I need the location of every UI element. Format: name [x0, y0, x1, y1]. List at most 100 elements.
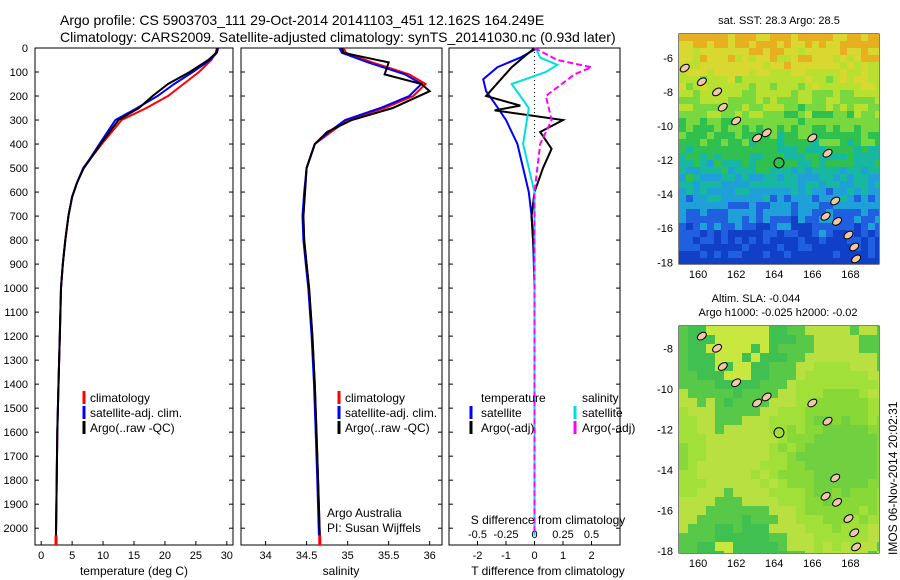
sst-cell	[868, 251, 875, 258]
sst-cell	[700, 55, 707, 62]
sla-cell	[805, 524, 814, 533]
island-shape	[717, 102, 728, 112]
sst-cell	[812, 174, 819, 181]
sst-cell	[784, 223, 791, 230]
sst-cell	[735, 258, 742, 264]
sst-cell	[693, 62, 700, 69]
sst-cell	[861, 188, 868, 195]
sla-cell	[850, 470, 859, 479]
sst-cell	[840, 230, 847, 237]
sst-cell	[763, 146, 770, 153]
island-shape	[822, 416, 833, 426]
argo-location-marker	[773, 157, 785, 169]
sla-cell	[805, 407, 814, 416]
sst-cell	[854, 237, 861, 244]
sst-cell	[826, 237, 833, 244]
sla-cell	[724, 380, 733, 389]
depth-tick-label: 1100	[4, 307, 28, 319]
sst-cell	[756, 34, 763, 41]
sla-cell	[715, 335, 724, 344]
sla-cell	[742, 326, 751, 335]
sst-cell	[840, 202, 847, 209]
sst-cell	[700, 83, 707, 90]
sst-cell	[679, 125, 686, 132]
sst-cell	[798, 251, 805, 258]
sst-cell	[700, 125, 707, 132]
sst-cell	[812, 48, 819, 55]
sst-cell	[693, 181, 700, 188]
sst-cell	[833, 230, 840, 237]
sla-cell	[715, 353, 724, 362]
sst-cell	[854, 83, 861, 90]
sla-cell	[706, 326, 715, 335]
sst-cell	[798, 167, 805, 174]
sla-cell	[832, 461, 841, 470]
sla-cell	[859, 335, 868, 344]
sla-cell	[814, 452, 823, 461]
sst-cell	[749, 118, 756, 125]
sst-cell	[875, 76, 879, 83]
sst-cell	[812, 181, 819, 188]
sst-cell	[735, 244, 742, 251]
sla-cell	[823, 452, 832, 461]
longitude-tick-label: 164	[765, 558, 783, 570]
sst-cell	[861, 209, 868, 216]
sst-cell	[756, 160, 763, 167]
sst-cell	[763, 223, 770, 230]
sst-cell	[742, 125, 749, 132]
sst-cell	[770, 230, 777, 237]
sla-cell	[850, 389, 859, 398]
sst-cell	[749, 76, 756, 83]
sst-cell	[819, 48, 826, 55]
sla-cell	[832, 353, 841, 362]
sla-cell	[706, 344, 715, 353]
sst-cell	[770, 104, 777, 111]
sst-cell	[861, 251, 868, 258]
sla-cell	[751, 542, 760, 551]
sst-cell	[728, 188, 735, 195]
sst-cell	[847, 125, 854, 132]
sst-cell	[679, 160, 686, 167]
sst-cell	[840, 160, 847, 167]
sst-cell	[798, 174, 805, 181]
sla-cell	[778, 506, 787, 515]
sla-cell	[850, 461, 859, 470]
sla-cell	[706, 470, 715, 479]
sst-cell	[784, 202, 791, 209]
sst-cell	[854, 90, 861, 97]
temperature-tick-label: 10	[97, 550, 109, 562]
sst-cell	[819, 153, 826, 160]
sst-cell	[798, 118, 805, 125]
sst-cell	[875, 55, 879, 62]
sla-cell	[769, 416, 778, 425]
sst-cell	[735, 146, 742, 153]
sst-cell	[728, 125, 735, 132]
sst-cell	[721, 97, 728, 104]
sla-cell	[706, 389, 715, 398]
legend-label-temp-satellite: satellite	[481, 406, 522, 420]
sla-cell	[787, 479, 796, 488]
sst-cell	[819, 146, 826, 153]
t-diff-tick-label: -1	[501, 550, 511, 562]
sst-cell	[728, 111, 735, 118]
sst-cell	[707, 174, 714, 181]
sst-cell	[826, 167, 833, 174]
sst-cell	[735, 188, 742, 195]
sst-cell	[749, 55, 756, 62]
sla-cell	[868, 326, 877, 335]
sst-cell	[840, 111, 847, 118]
sla-cell	[823, 389, 832, 398]
sla-cell	[751, 506, 760, 515]
sla-cell	[706, 488, 715, 497]
sst-cell	[854, 202, 861, 209]
sst-cell	[749, 258, 756, 264]
sst-cell	[679, 181, 686, 188]
sla-cell	[877, 389, 879, 398]
sst-cell	[686, 181, 693, 188]
sst-cell	[798, 202, 805, 209]
legend-label-satellite: satellite-adj. clim.	[345, 406, 437, 420]
sla-cell	[706, 425, 715, 434]
sst-cell	[742, 251, 749, 258]
sla-cell	[787, 524, 796, 533]
sla-cell	[679, 407, 688, 416]
